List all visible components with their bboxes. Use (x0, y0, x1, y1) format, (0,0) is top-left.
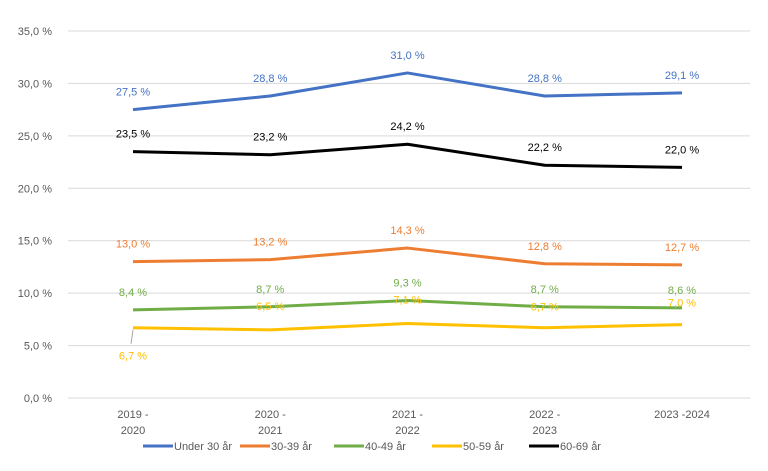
data-label: 7,1 % (393, 295, 421, 307)
data-label: 12,8 % (528, 241, 562, 253)
x-tick-label: 2020 (121, 425, 145, 437)
data-label: 12,7 % (665, 242, 699, 254)
series-line (132, 298, 683, 312)
legend-label: 30-39 år (271, 441, 312, 453)
x-tick-label: 2022 (395, 425, 419, 437)
series-line (132, 322, 683, 332)
x-tick-label: 2020 - (255, 409, 287, 421)
x-tick-label: 2023 (533, 425, 557, 437)
y-tick-label: 25,0 % (18, 131, 52, 143)
data-label: 8,7 % (256, 284, 284, 296)
data-label: 22,0 % (665, 144, 699, 156)
leader-line (130, 329, 134, 344)
x-tick-label: 2022 - (529, 409, 561, 421)
y-tick-label: 30,0 % (18, 78, 52, 90)
legend-label: 40-49 år (365, 441, 406, 453)
x-tick-label: 2019 - (117, 409, 149, 421)
data-label: 6,7 % (531, 302, 559, 314)
data-label: 27,5 % (116, 87, 150, 99)
data-label: 23,5 % (116, 129, 150, 141)
y-tick-label: 20,0 % (18, 183, 52, 195)
data-label: 8,6 % (668, 285, 696, 297)
data-label: 9,3 % (393, 277, 421, 289)
y-tick-label: 10,0 % (18, 288, 52, 300)
data-label: 13,0 % (116, 239, 150, 251)
series-line (132, 142, 683, 169)
x-tick-label: 2023 -2024 (654, 409, 710, 421)
series-line (132, 71, 683, 112)
data-label: 8,4 % (119, 287, 147, 299)
legend-label: 50-59 år (463, 441, 504, 453)
data-label: 13,2 % (253, 237, 287, 249)
data-label: 8,7 % (531, 284, 559, 296)
data-label: 6,5 % (256, 301, 284, 313)
legend-label: 60-69 år (560, 441, 601, 453)
y-tick-label: 0,0 % (24, 393, 52, 405)
data-label: 31,0 % (390, 50, 424, 62)
data-label: 14,3 % (390, 225, 424, 237)
data-label: 6,7 % (119, 351, 147, 363)
data-label: 7,0 % (668, 298, 696, 310)
x-tick-label: 2021 - (392, 409, 424, 421)
x-tick-label: 2021 (258, 425, 282, 437)
data-label: 23,2 % (253, 132, 287, 144)
y-tick-label: 35,0 % (18, 26, 52, 38)
legend-label: Under 30 år (174, 441, 232, 453)
data-label: 24,2 % (390, 121, 424, 133)
y-tick-label: 15,0 % (18, 236, 52, 248)
data-label: 28,8 % (528, 73, 562, 85)
data-label: 22,2 % (528, 142, 562, 154)
y-tick-label: 5,0 % (24, 341, 52, 353)
data-label: 29,1 % (665, 70, 699, 82)
series-line (132, 246, 683, 267)
data-label: 28,8 % (253, 73, 287, 85)
